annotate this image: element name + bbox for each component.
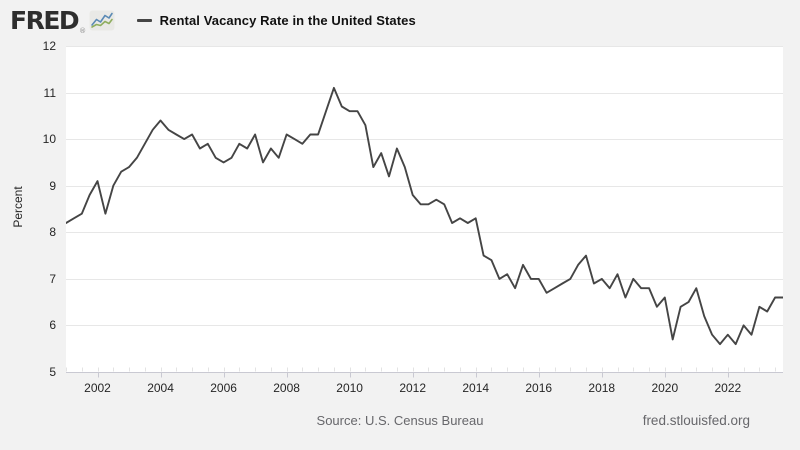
- fred-sparkline-icon: [89, 10, 115, 30]
- source-note: Source: U.S. Census Bureau: [316, 413, 484, 428]
- x-axis-tick-label: 2004: [147, 381, 174, 395]
- y-axis-tick-label: 12: [42, 39, 56, 53]
- series-legend-label: Rental Vacancy Rate in the United States: [159, 12, 416, 28]
- x-axis-tick-label: 2016: [525, 381, 553, 395]
- fred-logo-text: FRED: [10, 5, 80, 35]
- x-axis-tick-label: 2014: [462, 381, 490, 395]
- y-axis-tick-label: 10: [42, 132, 56, 147]
- y-axis-tick-label: 9: [49, 178, 56, 193]
- y-axis-tick-label: 8: [49, 225, 56, 240]
- y-axis-tick-label: 6: [49, 318, 56, 333]
- chart-header: FRED® Rental Vacancy Rate in the United …: [0, 0, 800, 40]
- y-axis-tick-label: 7: [49, 271, 56, 286]
- y-axis-tick-label: 5: [49, 365, 56, 379]
- x-axis-tick-label: 2006: [210, 381, 237, 395]
- chart-plot-area[interactable]: [66, 46, 783, 380]
- fred-logo: FRED®: [10, 5, 86, 35]
- fred-site-link[interactable]: fred.stlouisfed.org: [642, 413, 750, 428]
- x-axis-tick-label: 2020: [651, 381, 679, 395]
- x-axis-tick-label: 2010: [336, 381, 363, 395]
- registered-trademark: ®: [79, 26, 86, 35]
- legend-line-swatch: [136, 18, 152, 22]
- x-axis-tick-label: 2012: [399, 381, 427, 395]
- x-axis-tick-label: 2008: [273, 381, 300, 395]
- y-axis-tick-label: 11: [43, 85, 56, 100]
- x-axis-tick-label: 2018: [588, 381, 616, 395]
- x-axis-tick-label: 2022: [714, 381, 742, 395]
- x-axis-tick-label: 2002: [84, 381, 111, 395]
- series-line-rental-vacancy-rate[interactable]: [66, 86, 783, 346]
